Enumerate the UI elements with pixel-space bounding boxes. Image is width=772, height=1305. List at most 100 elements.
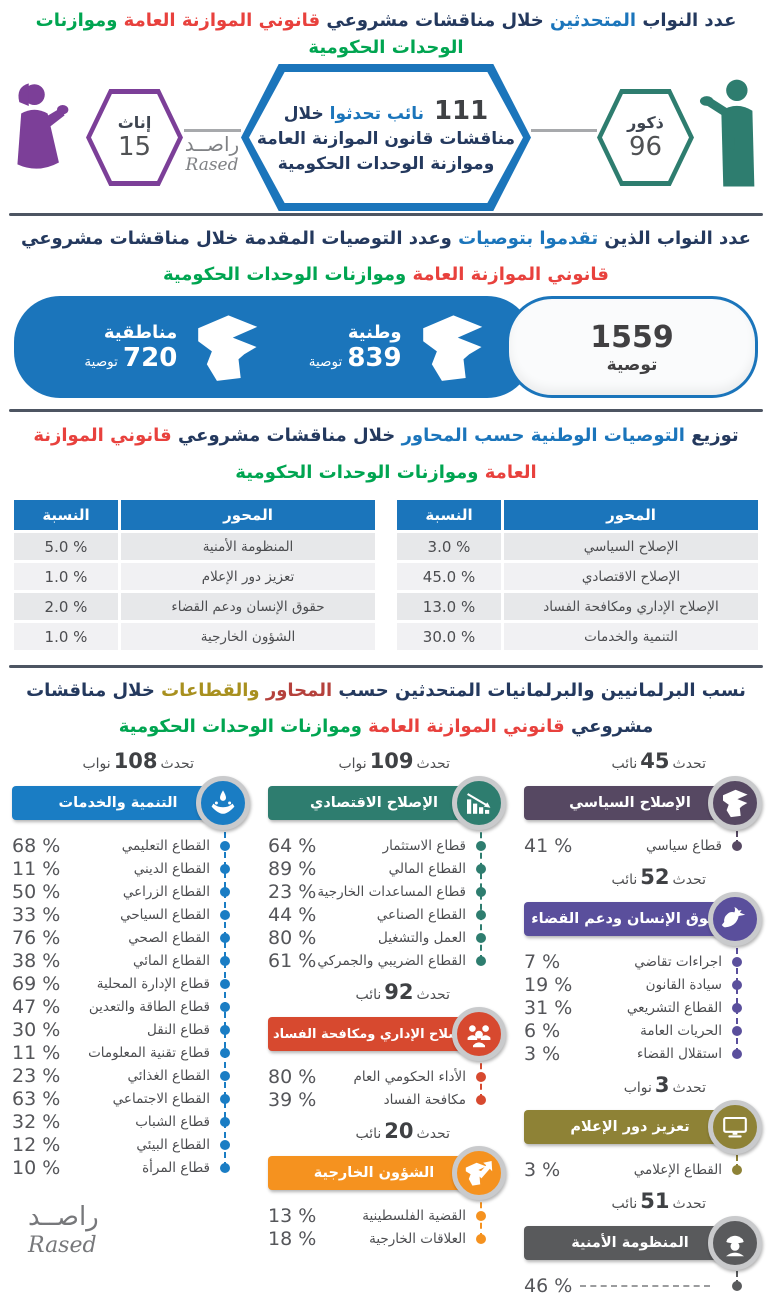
sector-percent: 39 %: [268, 1088, 317, 1111]
national-value: 839: [347, 342, 402, 373]
sector-label: القطاع الاجتماعي: [112, 1090, 210, 1107]
sector-percent: 61 %: [268, 949, 317, 972]
axis-banner: المنظومة الأمنية: [524, 1226, 736, 1260]
sector-percent: 12 %: [12, 1133, 61, 1156]
sector-label: مكافحة الفساد: [383, 1091, 466, 1108]
sector-label: القطاع الزراعي: [122, 883, 210, 900]
rased-logo: راصــد Rased: [173, 133, 251, 176]
list-item: قطاع المرأة 10 %: [10, 1156, 250, 1179]
sector-label: القطاع الغذائي: [127, 1067, 210, 1084]
bullet-dot: [220, 1070, 230, 1081]
speaker-count: تحدث108نواب: [82, 749, 194, 773]
sector-columns: تحدث45نائب الإصلاح السياسي قطاع سياسي 41 …: [10, 749, 762, 1305]
title-part-budget: قانوني الموازنة العامة: [412, 264, 609, 285]
sector-label: قطاع الإدارة المحلية: [96, 975, 210, 992]
title-part-highlight: تقدموا بتوصيات: [458, 228, 599, 249]
bullet-dot: [476, 932, 486, 943]
sector-label: قطاع النقل: [147, 1021, 210, 1038]
bullet-dot: [220, 886, 230, 897]
table-row: التنمية والخدمات: [504, 623, 758, 650]
sector-percent: 11 %: [12, 857, 61, 880]
list-item: القطاع الزراعي 50 %: [10, 880, 250, 903]
column-economic-admin-foreign: تحدث109نواب الإصلاح الاقتصادي قطاع الاست…: [266, 749, 506, 1305]
list-item: القطاع الاجتماعي 63 %: [10, 1087, 250, 1110]
table-cell-percentage: 3.0 %: [397, 533, 501, 560]
sector-percent: 13 %: [268, 1204, 317, 1227]
title-part: خلال مناقشات مشروعي: [171, 425, 402, 446]
bullet-dot: [220, 1139, 230, 1150]
distribution-tables: المحور النسبة الإصلاح السياسي 3.0 % الإص…: [14, 500, 758, 650]
connector-line: [531, 129, 597, 132]
recommendations-banner-blue: وطنية 839 توصية مناطقية 720 توصية: [14, 296, 533, 398]
bullet-dot: [220, 909, 230, 920]
table-cell-percentage: 5.0 %: [14, 533, 118, 560]
bullet-dot: [220, 1162, 230, 1173]
table-row: الإصلاح الاقتصادي: [504, 563, 758, 590]
sector-label: القطاع التعليمي: [121, 837, 210, 854]
national-label: وطنية: [347, 321, 402, 343]
regional-recommendations: مناطقية 720 توصية: [84, 311, 268, 383]
table-cell-percentage: 2.0 %: [14, 593, 118, 620]
sector-label: القطاع المالي: [388, 860, 466, 877]
sector-label: القطاع الضريبي والجمركي: [317, 952, 466, 969]
bullet-dot: [732, 1048, 742, 1059]
monitor-icon: [708, 1100, 762, 1154]
list-item: القطاع التعليمي 68 %: [10, 834, 250, 857]
regional-label: مناطقية: [103, 321, 178, 343]
females-hexagon: إناث 15: [86, 89, 183, 186]
axis-banner: التنمية والخدمات: [12, 786, 224, 820]
sector-label: القطاع البيئي: [136, 1136, 210, 1153]
distribution-title: توزيع التوصيات الوطنية حسب المحاور خلال …: [12, 422, 760, 449]
recommendations-banner: وطنية 839 توصية مناطقية 720 توصية 1559 ت…: [14, 296, 758, 398]
list-item: 46 %: [522, 1274, 762, 1297]
sector-percent: 89 %: [268, 857, 317, 880]
bullet-dot: [476, 1071, 486, 1082]
rased-logo-latin: Rased: [185, 155, 239, 175]
sector-label: قطاع المساعدات الخارجية: [317, 883, 466, 900]
rased-logo-latin: Rased: [28, 1232, 97, 1258]
jordan-map-icon: [186, 311, 268, 383]
sector-label: قطاع سياسي: [645, 837, 722, 854]
sector-percent: 3 %: [524, 1158, 561, 1181]
title-part-units: وموازنات الوحدات الحكومية: [235, 462, 479, 483]
bullet-dot: [732, 1164, 742, 1175]
bullet-dot: [732, 1280, 742, 1291]
title-part-budget: قانوني الموازنة العامة: [123, 10, 321, 31]
group-foreign-affairs: تحدث20نائب الشؤون الخارجية القضية الفلسط…: [266, 1119, 506, 1250]
sector-percent: 47 %: [12, 995, 61, 1018]
hands-drop-icon: [196, 776, 250, 830]
column-header-axis: المحور: [504, 500, 758, 530]
total-recommendations-unit: توصية: [606, 354, 658, 375]
males-value: 96: [628, 132, 663, 162]
speakers-title: عدد النواب المتحدثين خلال مناقشات مشروعي…: [10, 7, 762, 61]
total-speakers-hexagon: 111 نائب تحدثوا خلال مناقشات قانون الموا…: [241, 64, 531, 211]
sector-percent: 10 %: [12, 1156, 61, 1179]
infographic-page: { "brand": {"ar": "راصــد", "en": "Rased…: [0, 7, 772, 1297]
table-row: الإصلاح السياسي: [504, 533, 758, 560]
title-part-budget: قانوني الموازنة: [33, 425, 172, 446]
national-recommendations: وطنية 839 توصية: [309, 311, 493, 383]
sector-label: العمل والتشغيل: [377, 929, 466, 946]
speakers-hex-row: ذكور 96 111 نائب تحدثوا خلال مناقشات قان…: [0, 63, 772, 213]
title-part-highlight: المتحدثين: [550, 10, 637, 31]
list-item: القطاع المالي 89 %: [266, 857, 506, 880]
bullet-dot: [220, 955, 230, 966]
dotted-line: [736, 938, 738, 1054]
female-speaker-icon: [8, 81, 74, 195]
list-item: العمل والتشغيل 80 %: [266, 926, 506, 949]
table-row: تعزيز دور الإعلام: [121, 563, 375, 590]
list-item: قطاع تقنية المعلومات 11 %: [10, 1041, 250, 1064]
bullet-dot: [476, 1233, 486, 1244]
speaker-count: تحدث92نائب: [355, 980, 450, 1004]
bullet-dot: [732, 956, 742, 967]
title-part: وعدد التوصيات المقدمة خلال مناقشات مشروع…: [21, 228, 459, 249]
distribution-title-line2: العامة وموازنات الوحدات الحكومية: [12, 459, 760, 486]
table-cell-percentage: 45.0 %: [397, 563, 501, 590]
sector-label: القطاع السياحي: [120, 906, 210, 923]
title-part: نسب البرلمانيين والبرلمانيات المتحدثين ح…: [332, 680, 746, 701]
sector-label: قطاع الطاقة والتعدين: [88, 998, 210, 1015]
connector-line: [184, 129, 241, 132]
total-speakers-text: خلال: [283, 103, 324, 124]
chart-down-icon: [452, 776, 506, 830]
jordan-map-icon: [708, 776, 762, 830]
